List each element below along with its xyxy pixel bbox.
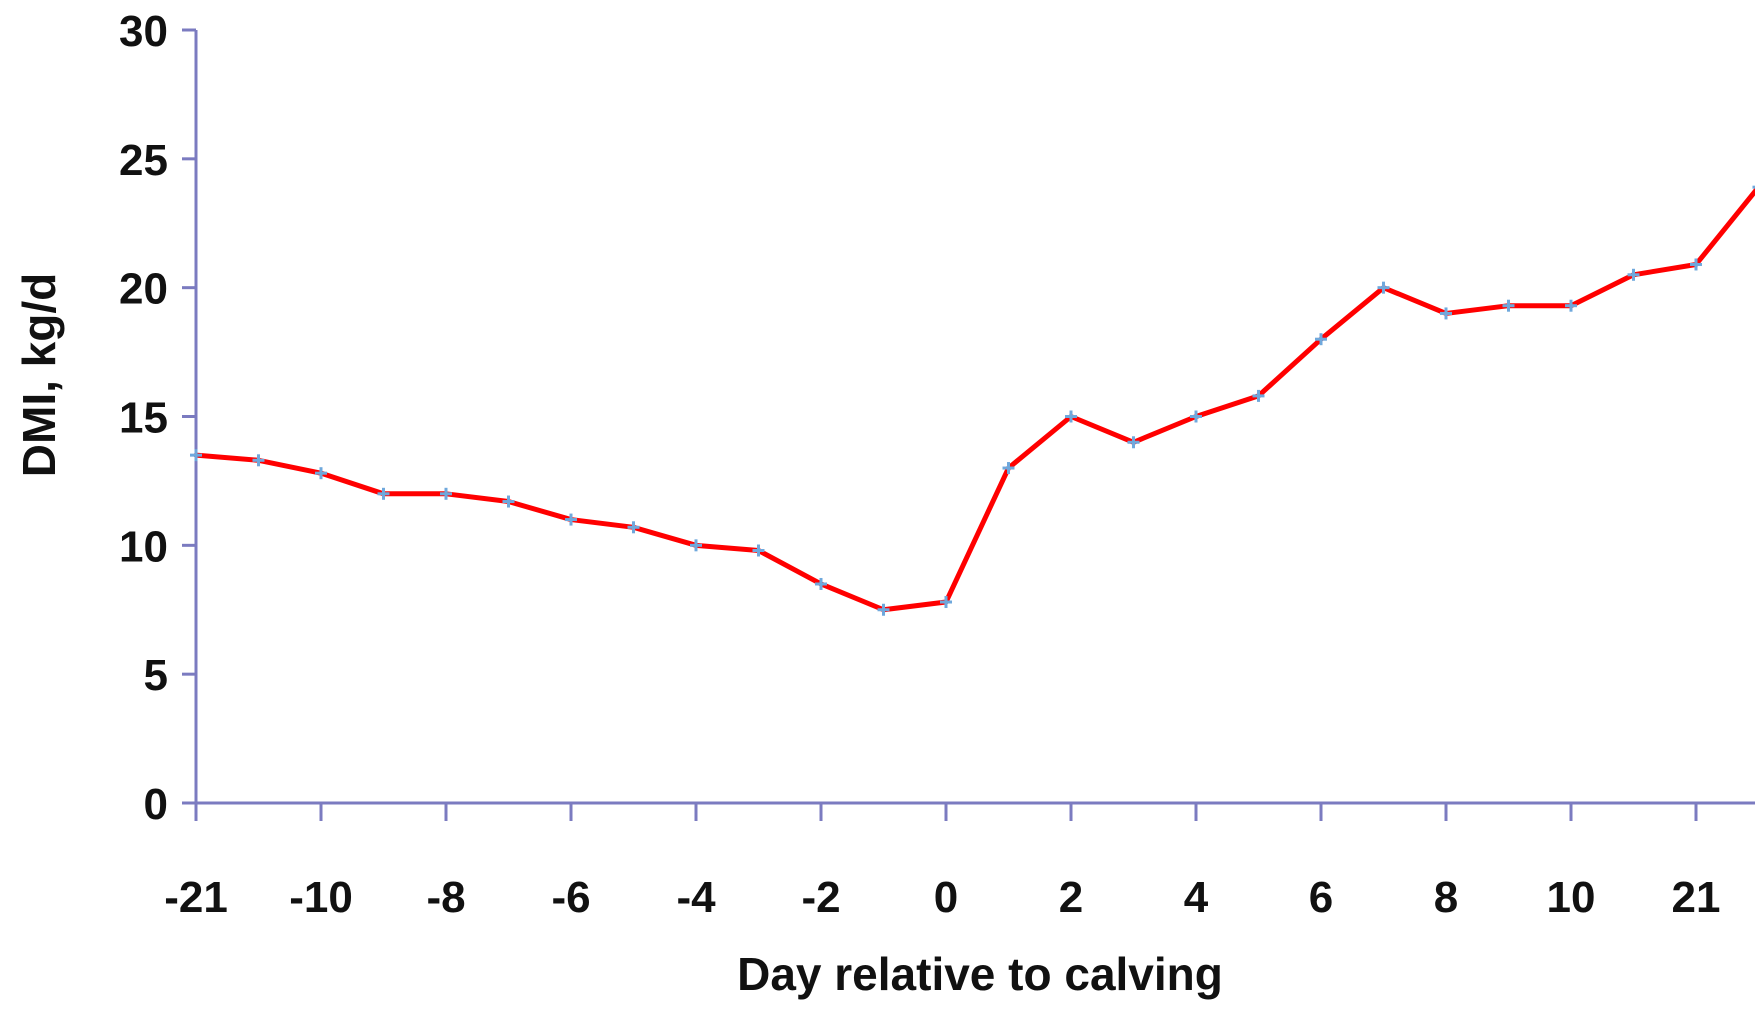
series-line — [196, 187, 1755, 610]
x-tick-label: -21 — [164, 873, 228, 922]
x-tick-label: -4 — [676, 873, 716, 922]
y-tick-label: 10 — [119, 522, 168, 571]
x-axis: -21 -10 -8 -6 -4 -2 0 2 4 6 8 10 21 — [164, 803, 1755, 922]
x-tick-label: 2 — [1059, 873, 1083, 922]
data-point — [565, 514, 577, 526]
y-tick-label: 15 — [119, 394, 168, 443]
y-tick-label: 25 — [119, 136, 168, 185]
data-point — [378, 488, 390, 500]
data-point — [190, 449, 202, 461]
x-tick-label: 8 — [1434, 873, 1458, 922]
y-axis: 0 5 10 15 20 25 30 — [119, 7, 196, 829]
x-tick-label: -10 — [289, 873, 353, 922]
data-point — [628, 521, 640, 533]
x-tick-label: 4 — [1184, 873, 1209, 922]
y-axis-title: DMI, kg/d — [13, 273, 65, 477]
series-layer — [190, 181, 1755, 616]
y-tick-label: 5 — [144, 651, 168, 700]
x-tick-label: -2 — [801, 873, 840, 922]
x-tick-label: 6 — [1309, 873, 1333, 922]
y-tick-label: 0 — [144, 780, 168, 829]
data-point — [503, 496, 515, 508]
x-tick-label: -8 — [426, 873, 465, 922]
data-point — [440, 488, 452, 500]
data-point — [315, 467, 327, 479]
x-axis-title: Day relative to calving — [737, 948, 1223, 1000]
x-tick-label: -6 — [551, 873, 590, 922]
data-point — [1503, 300, 1515, 312]
x-tick-label: 21 — [1672, 873, 1721, 922]
y-tick-label: 30 — [119, 7, 168, 56]
y-tick-label: 20 — [119, 265, 168, 314]
data-point — [253, 454, 265, 466]
x-tick-label: 0 — [934, 873, 958, 922]
x-tick-label: 10 — [1547, 873, 1596, 922]
data-point — [690, 539, 702, 551]
